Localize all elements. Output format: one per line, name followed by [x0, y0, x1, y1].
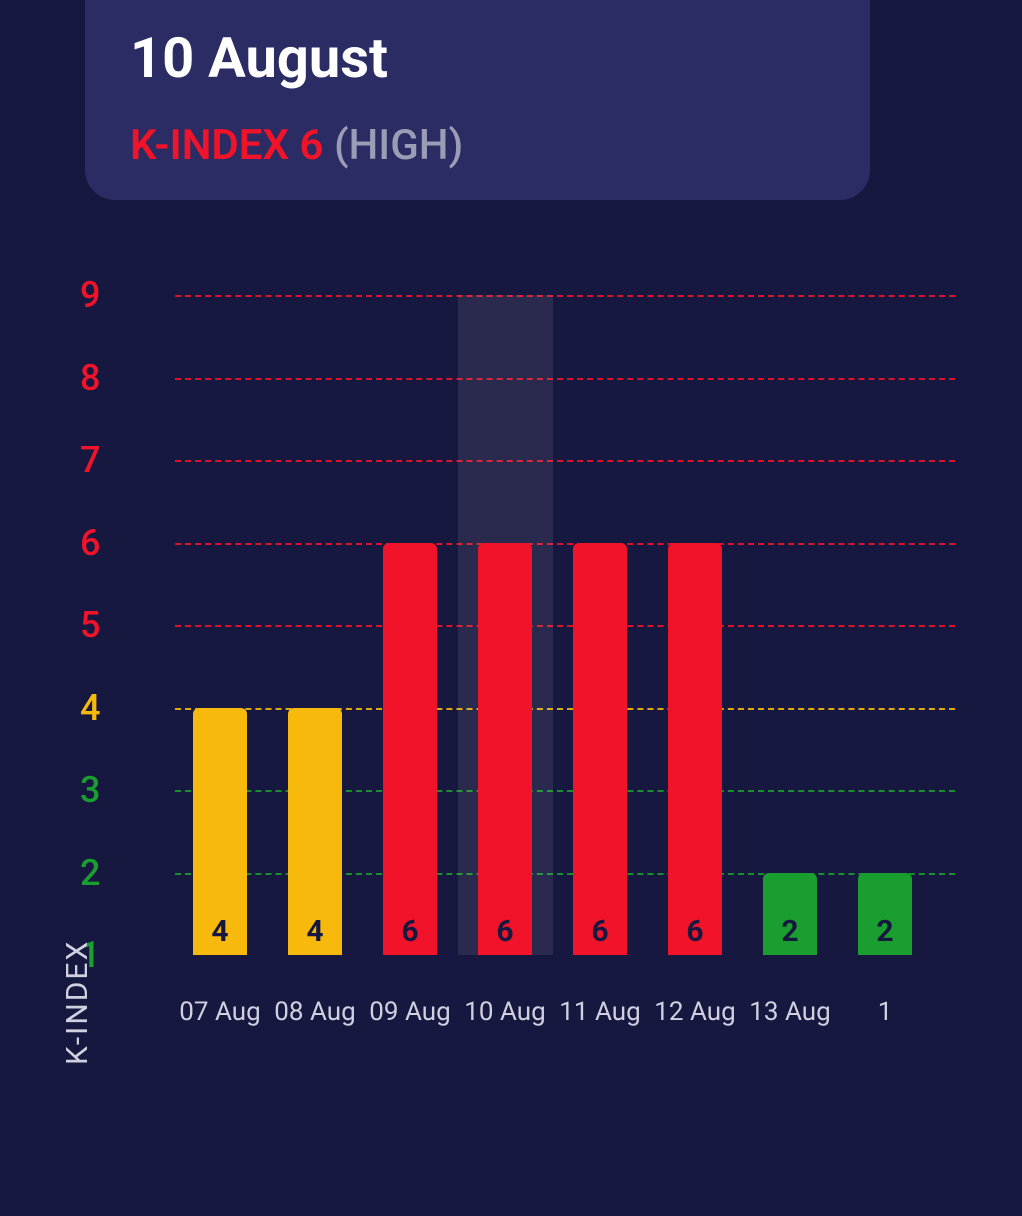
y-tick: 2 — [80, 852, 100, 894]
bar[interactable]: 2 — [763, 873, 817, 956]
kindex-level: (HIGH) — [334, 121, 463, 170]
bar[interactable]: 6 — [573, 543, 627, 956]
gridline — [175, 543, 955, 545]
kindex-label: K-INDEX 6 — [130, 121, 324, 170]
x-tick-label: 11 Aug — [559, 997, 640, 1027]
bar[interactable]: 4 — [193, 708, 247, 956]
y-tick: 8 — [80, 357, 100, 399]
bar[interactable]: 6 — [668, 543, 722, 956]
y-tick: 9 — [80, 274, 100, 316]
bar-value-label: 4 — [193, 914, 247, 949]
x-tick-label: 1 — [878, 997, 893, 1027]
y-tick: 6 — [80, 522, 100, 564]
bar[interactable]: 4 — [288, 708, 342, 956]
y-axis-title: K-INDEX — [60, 940, 95, 1065]
x-tick-label: 09 Aug — [369, 997, 450, 1027]
bar[interactable]: 2 — [858, 873, 912, 956]
header-kindex-line: K-INDEX 6 (HIGH) — [130, 121, 825, 170]
y-tick: 4 — [80, 687, 100, 729]
header-date: 10 August — [130, 25, 825, 91]
bar-value-label: 2 — [763, 914, 817, 949]
y-axis: 123456789 — [80, 295, 130, 955]
y-tick: 7 — [80, 439, 100, 481]
gridline — [175, 625, 955, 627]
bar-value-label: 4 — [288, 914, 342, 949]
bar-value-label: 6 — [573, 914, 627, 949]
gridline — [175, 460, 955, 462]
bar[interactable]: 6 — [383, 543, 437, 956]
x-tick-label: 10 Aug — [464, 997, 545, 1027]
bar-value-label: 6 — [668, 914, 722, 949]
chart-plot: 4 4 6 6 6 6 2 2 — [175, 295, 955, 955]
bar-value-label: 2 — [858, 914, 912, 949]
x-tick-label: 12 Aug — [654, 997, 735, 1027]
y-tick: 5 — [80, 604, 100, 646]
bar[interactable]: 6 — [478, 543, 532, 956]
gridline — [175, 295, 955, 297]
y-tick: 3 — [80, 769, 100, 811]
header-card: 10 August K-INDEX 6 (HIGH) — [85, 0, 870, 200]
x-tick-label: 13 Aug — [749, 997, 830, 1027]
bar-value-label: 6 — [383, 914, 437, 949]
kindex-chart: 123456789 44666622 07 Aug08 Aug09 Aug10 … — [80, 295, 980, 1095]
bar-value-label: 6 — [478, 914, 532, 949]
x-tick-label: 08 Aug — [274, 997, 355, 1027]
x-axis: 07 Aug 08 Aug 09 Aug 10 Aug 11 Aug 12 Aug 13 A… — [175, 997, 955, 1037]
gridline — [175, 378, 955, 380]
x-tick-label: 07 Aug — [179, 997, 260, 1027]
